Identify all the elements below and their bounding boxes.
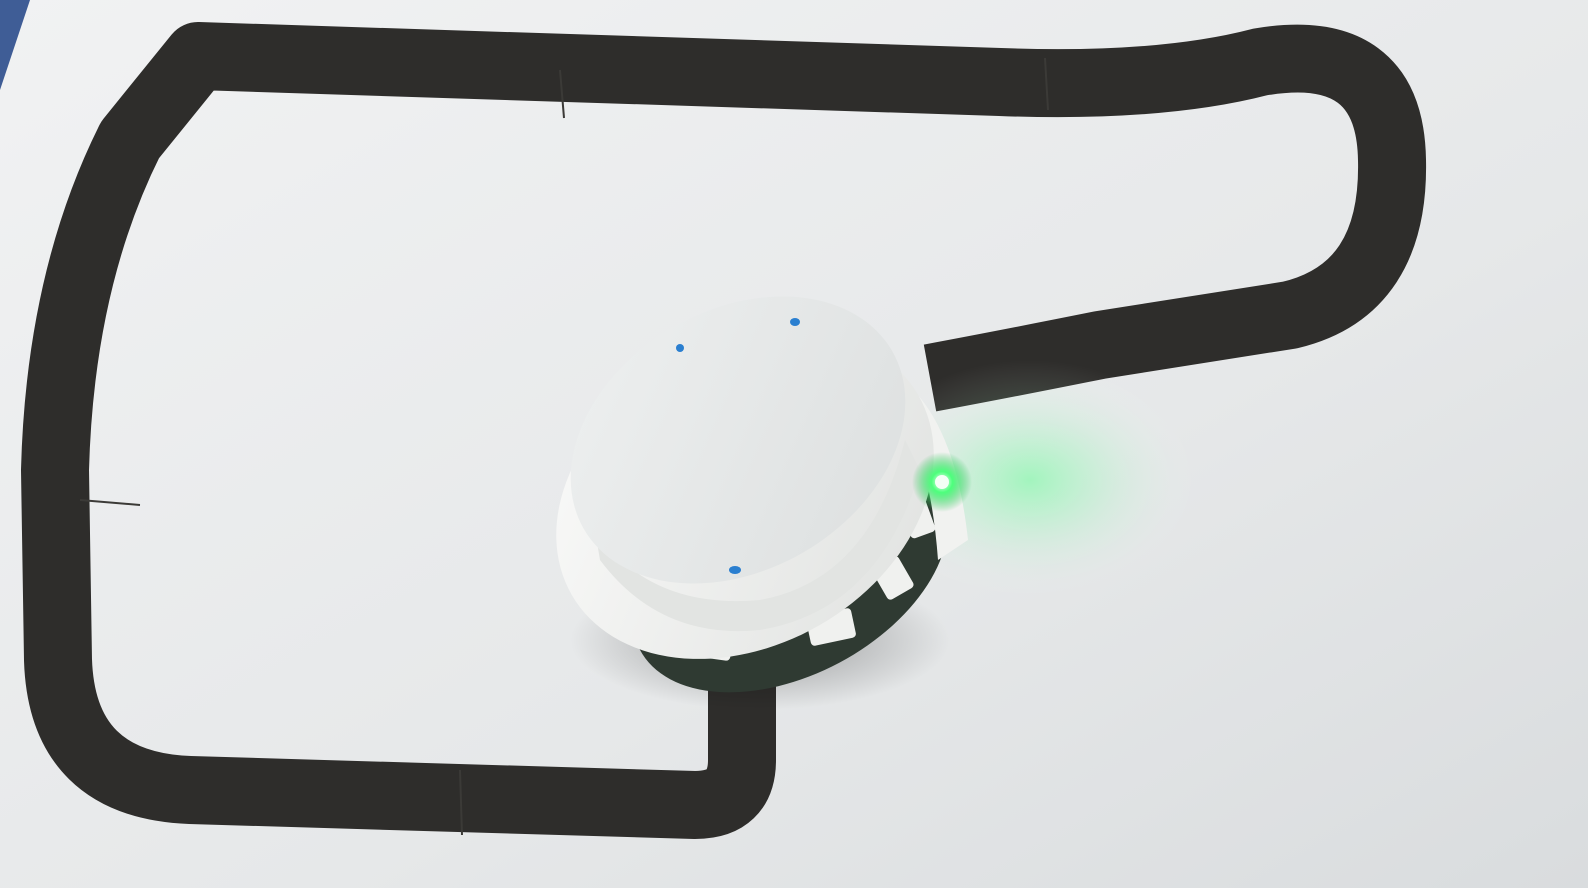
line-track xyxy=(21,22,1427,839)
status-led xyxy=(912,452,972,512)
